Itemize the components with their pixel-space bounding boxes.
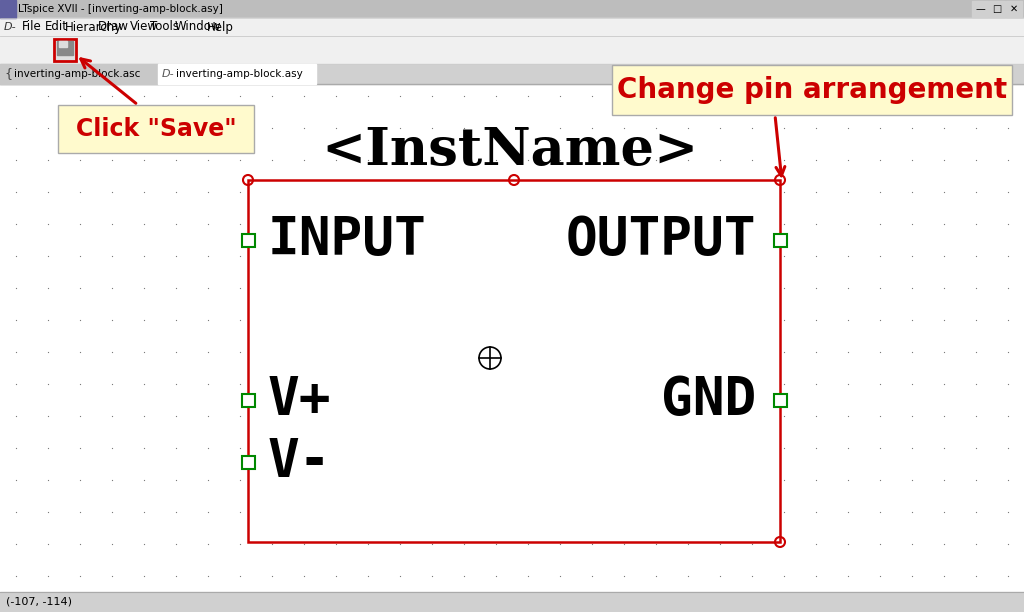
Bar [0, 64, 1024, 84]
Text: D-: D- [4, 22, 16, 32]
Text: Click "Save": Click "Save" [76, 117, 237, 141]
Text: Hierarchy: Hierarchy [65, 20, 122, 34]
Bar [158, 64, 316, 84]
Text: File: File [22, 20, 42, 34]
Text: inverting-amp-block.asc: inverting-amp-block.asc [14, 69, 140, 79]
Bar [242, 455, 255, 469]
Text: Change pin arrangement: Change pin arrangement [616, 76, 1007, 104]
Text: —: — [975, 4, 985, 14]
Text: OUTPUT: OUTPUT [565, 214, 756, 266]
Text: GND: GND [660, 374, 756, 426]
Bar [58, 105, 254, 153]
Bar [0, 84, 1024, 612]
Bar [989, 1, 1005, 17]
Bar [59, 41, 67, 47]
Bar [0, 0, 1024, 18]
Bar [242, 394, 255, 406]
Text: (-107, -114): (-107, -114) [6, 597, 72, 607]
Text: Draw: Draw [98, 20, 129, 34]
Bar [1006, 1, 1022, 17]
Bar [0, 0, 16, 18]
Text: Window: Window [175, 20, 221, 34]
Bar [773, 234, 786, 247]
Bar [248, 180, 780, 542]
Text: Edit: Edit [45, 20, 68, 34]
Text: LTspice XVII - [inverting-amp-block.asy]: LTspice XVII - [inverting-amp-block.asy] [18, 4, 223, 14]
Bar [773, 394, 786, 406]
Text: View: View [130, 20, 158, 34]
Bar [0, 64, 158, 84]
Bar [972, 1, 988, 17]
Text: V+: V+ [268, 374, 332, 426]
Text: □: □ [992, 4, 1001, 14]
Bar [0, 18, 1024, 36]
Bar [0, 592, 1024, 612]
Text: {: { [4, 67, 12, 81]
Text: INPUT: INPUT [268, 214, 427, 266]
Bar [57, 41, 73, 55]
Text: inverting-amp-block.asy: inverting-amp-block.asy [176, 69, 303, 79]
Text: V-: V- [268, 436, 332, 488]
Text: Help: Help [207, 20, 233, 34]
Bar [612, 65, 1012, 115]
Text: <InstName>: <InstName> [322, 124, 698, 176]
Bar [242, 234, 255, 247]
Text: D-: D- [162, 69, 175, 79]
Text: Tools: Tools [150, 20, 179, 34]
Bar [0, 36, 1024, 64]
Bar [54, 39, 76, 61]
Text: ✕: ✕ [1010, 4, 1018, 14]
